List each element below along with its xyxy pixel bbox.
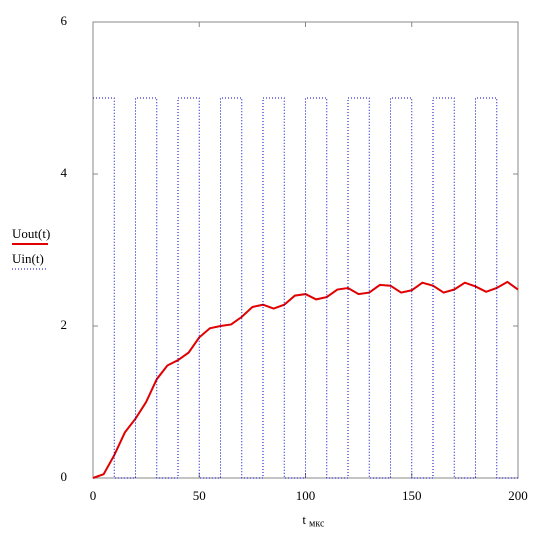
legend-label: Uout(t) [12,226,50,241]
y-tick-label: 0 [61,469,68,484]
x-axis-label: t [302,512,306,527]
x-tick-label: 200 [508,488,528,503]
legend-label: Uin(t) [12,251,44,266]
series-line [93,97,518,479]
x-tick-label: 0 [90,488,97,503]
x-axis-label-sub: мкс [309,518,325,529]
x-tick-label: 100 [296,488,316,503]
y-tick-label: 4 [61,165,68,180]
x-tick-label: 50 [193,488,206,503]
x-tick-label: 150 [402,488,422,503]
y-tick-label: 2 [61,317,68,332]
y-tick-label: 6 [61,13,68,28]
